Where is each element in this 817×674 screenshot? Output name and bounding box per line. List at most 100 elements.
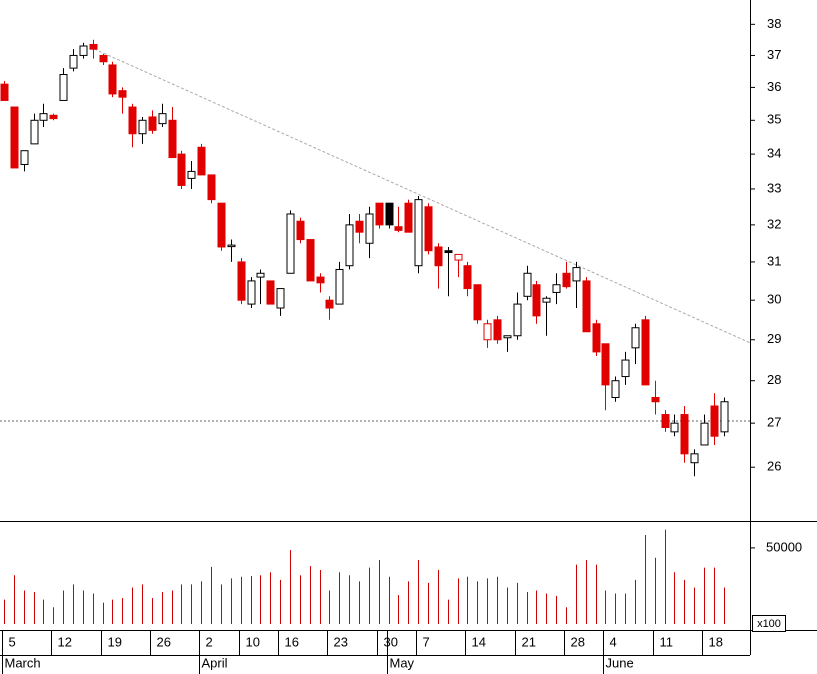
- candle-body: [89, 43, 98, 50]
- candle-body: [661, 414, 670, 428]
- candle-body: [582, 280, 591, 333]
- candle-body: [385, 202, 394, 226]
- y-tick-label: 32: [767, 216, 781, 231]
- candle-body: [0, 83, 9, 101]
- candle-body: [108, 64, 117, 95]
- month-label: May: [390, 655, 415, 670]
- y-tick-label: 33: [767, 180, 781, 195]
- candle-body: [621, 359, 630, 378]
- candle-body: [700, 422, 709, 446]
- x-tick-label: 23: [334, 634, 348, 649]
- y-tick-label: 37: [767, 47, 781, 62]
- x-tick-label: 7: [423, 634, 430, 649]
- candle-body: [49, 114, 58, 120]
- candle-body: [562, 272, 571, 288]
- candle-body: [651, 397, 660, 403]
- candle-body: [611, 380, 620, 399]
- candle-body: [256, 272, 265, 278]
- candle-body: [690, 453, 699, 464]
- candle-body: [217, 202, 226, 248]
- candle-body: [345, 224, 354, 267]
- candle-body: [118, 90, 127, 98]
- candle-body: [532, 284, 541, 317]
- candle-body: [128, 106, 137, 135]
- candle-body: [670, 422, 679, 433]
- candle-body: [523, 272, 532, 297]
- candle-body: [483, 323, 492, 341]
- candle-body: [424, 206, 433, 252]
- candle-body: [572, 267, 581, 282]
- volume-tick-label: 50000: [766, 539, 802, 554]
- y-tick-label: 38: [767, 16, 781, 31]
- candle-body: [404, 202, 413, 233]
- y-tick-label: 36: [767, 79, 781, 94]
- x-tick-label: 2: [206, 634, 213, 649]
- candle-body: [355, 220, 364, 233]
- candle-body: [296, 220, 305, 241]
- candle-body: [335, 268, 344, 305]
- candle-body: [30, 119, 39, 145]
- x-tick-label: 16: [285, 634, 299, 649]
- candle-body: [20, 150, 29, 165]
- candle-body: [276, 288, 285, 309]
- candle-body: [306, 239, 315, 282]
- candle-body: [375, 202, 384, 226]
- candle-body: [365, 213, 374, 244]
- candle-body: [138, 119, 147, 135]
- y-tick-label: 34: [767, 146, 781, 161]
- x-tick-label: 30: [384, 634, 398, 649]
- x-tick-label: 21: [522, 634, 536, 649]
- candle-body: [463, 265, 472, 290]
- candle-body: [69, 54, 78, 69]
- candle-body: [266, 280, 275, 305]
- y-tick-label: 26: [767, 459, 781, 474]
- candle-body: [414, 199, 423, 267]
- plot-area: [0, 39, 750, 624]
- x-tick-label: 14: [472, 634, 486, 649]
- candle-body: [207, 174, 216, 201]
- candle-body: [10, 106, 19, 169]
- candle-body: [641, 319, 650, 386]
- x-tick-label: 12: [58, 634, 72, 649]
- candle-body: [59, 74, 68, 101]
- candle-body: [227, 244, 236, 248]
- candle-body: [710, 405, 719, 437]
- candle-body: [434, 246, 443, 267]
- y-tick-label: 29: [767, 331, 781, 346]
- candle-body: [99, 54, 108, 63]
- candle-body: [316, 276, 325, 284]
- candle-body: [394, 226, 403, 231]
- candle-body: [503, 335, 512, 339]
- candle-body: [552, 284, 561, 293]
- candle-body: [454, 253, 463, 261]
- y-tick-label: 27: [767, 415, 781, 430]
- candle-body: [148, 116, 157, 131]
- candle-body: [237, 261, 246, 301]
- candle-body: [187, 170, 196, 179]
- candle-body: [720, 401, 729, 433]
- y-tick-label: 35: [767, 112, 781, 127]
- candle-body: [473, 284, 482, 321]
- x-tick-label: 26: [157, 634, 171, 649]
- candle-body: [79, 45, 88, 56]
- candle-body: [325, 299, 334, 309]
- month-label: April: [202, 655, 228, 670]
- month-label: June: [606, 655, 634, 670]
- trendline: [89, 46, 750, 344]
- y-tick-label: 31: [767, 253, 781, 268]
- x-tick-label: 19: [108, 634, 122, 649]
- month-label: March: [5, 655, 41, 670]
- y-tick-label: 28: [767, 372, 781, 387]
- candle-body: [286, 213, 295, 274]
- candle-body: [247, 280, 256, 305]
- unit-box: [752, 615, 786, 632]
- x-tick-label: 11: [660, 634, 674, 649]
- x-tick-label: 28: [571, 634, 585, 649]
- candle-body: [493, 319, 502, 341]
- candle-body: [592, 323, 601, 353]
- candle-body: [601, 343, 610, 386]
- candle-body: [39, 113, 48, 121]
- candle-body: [513, 303, 522, 337]
- candle-body: [680, 414, 689, 455]
